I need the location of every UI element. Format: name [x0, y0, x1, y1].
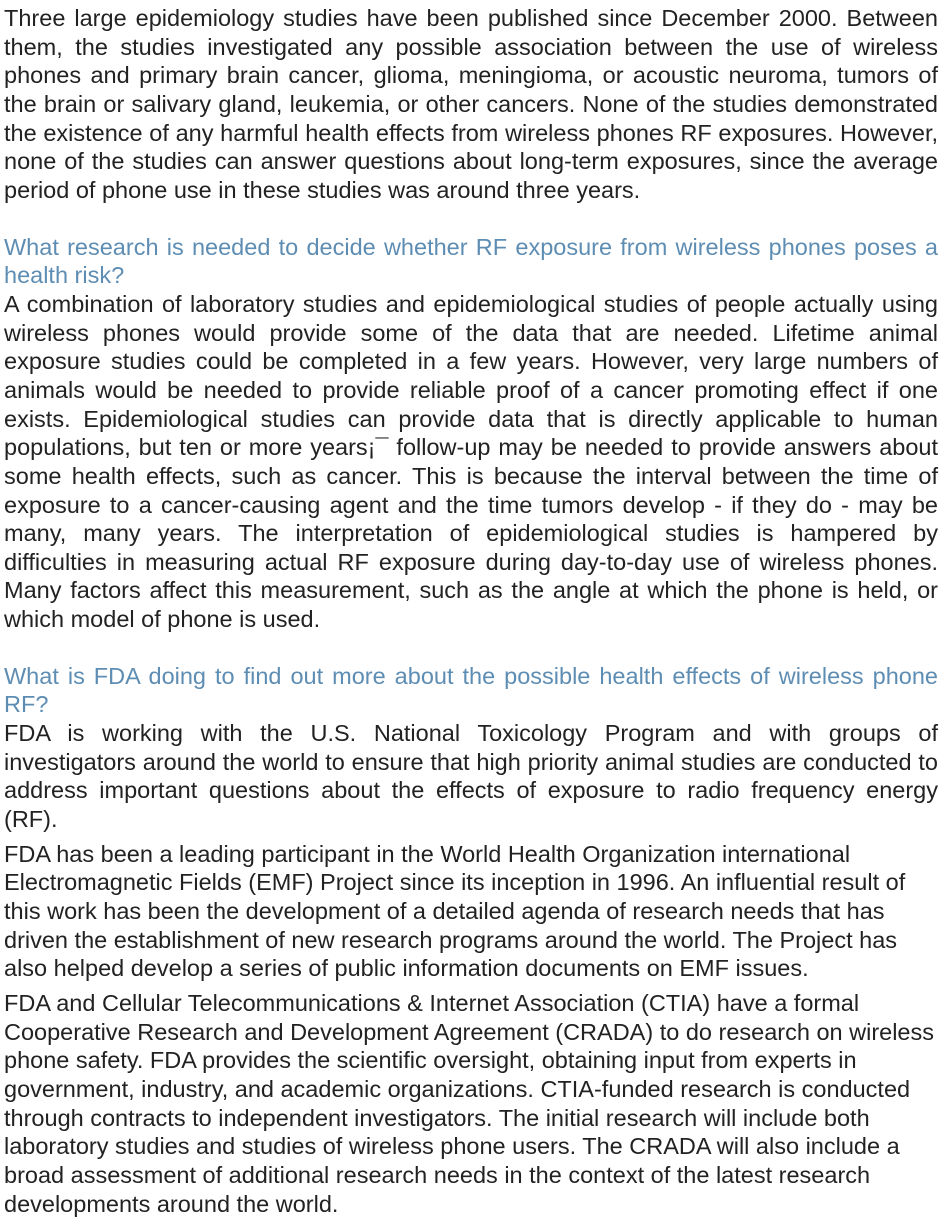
spacer: [4, 634, 938, 662]
document-page: Three large epidemiology studies have be…: [0, 0, 944, 1231]
intro-paragraph: Three large epidemiology studies have be…: [4, 4, 938, 205]
section-heading-fda-doing: What is FDA doing to find out more about…: [4, 662, 938, 719]
research-needed-paragraph: A combination of laboratory studies and …: [4, 290, 938, 634]
fda-paragraph-1: FDA is working with the U.S. National To…: [4, 719, 938, 834]
fda-paragraph-2: FDA has been a leading participant in th…: [4, 840, 938, 983]
fda-paragraph-3: FDA and Cellular Telecommunications & In…: [4, 989, 938, 1218]
section-heading-research-needed: What research is needed to decide whethe…: [4, 233, 938, 290]
spacer: [4, 205, 938, 233]
